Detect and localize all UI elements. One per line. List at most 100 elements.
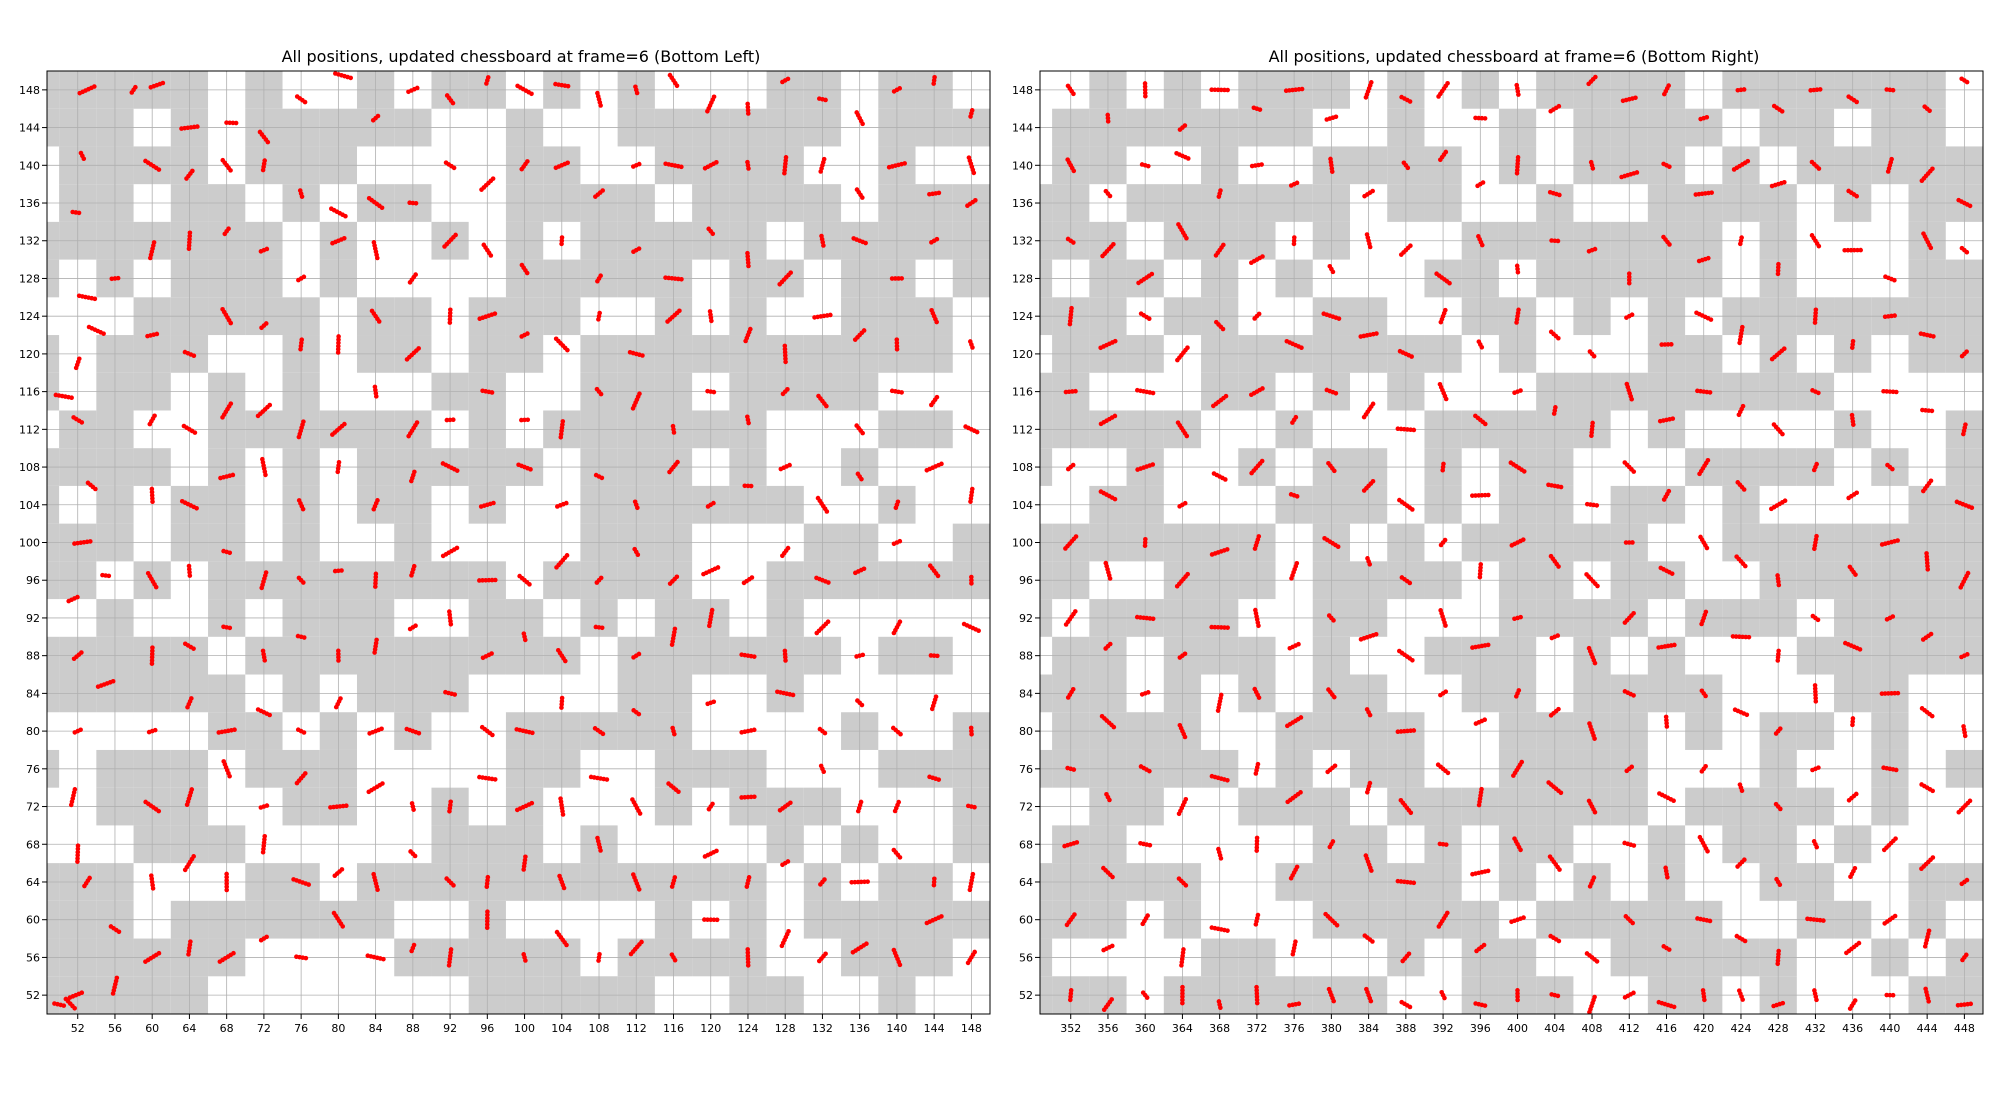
- data-point: [822, 730, 828, 736]
- data-point: [1073, 534, 1079, 539]
- data-point: [749, 575, 755, 580]
- data-point: [1816, 390, 1821, 396]
- data-point: [1555, 993, 1561, 999]
- data-point: [1100, 253, 1105, 259]
- data-point: [1813, 307, 1819, 313]
- data-point: [1662, 342, 1668, 347]
- data-point: [1854, 193, 1860, 199]
- data-point: [1739, 235, 1744, 240]
- data-point: [1098, 489, 1104, 494]
- data-point: [86, 324, 92, 330]
- data-point: [452, 692, 458, 697]
- data-point: [1109, 997, 1115, 1002]
- data-point: [1367, 712, 1373, 718]
- chart-title: All positions, updated chessboard at fra…: [1269, 47, 1760, 66]
- data-point: [1881, 765, 1886, 770]
- x-tick-label: 440: [1879, 1022, 1900, 1035]
- data-point: [1443, 396, 1449, 402]
- data-point: [665, 319, 670, 324]
- data-point: [1521, 469, 1527, 474]
- data-point: [968, 725, 974, 731]
- data-point: [517, 573, 522, 579]
- data-point: [1288, 492, 1294, 497]
- y-tick-label: 76: [26, 763, 40, 776]
- data-point: [1438, 157, 1443, 163]
- data-point: [373, 584, 378, 589]
- data-point: [969, 581, 974, 586]
- data-point: [411, 563, 417, 569]
- data-point: [1512, 390, 1517, 396]
- data-point: [483, 577, 489, 583]
- data-point: [1666, 83, 1671, 88]
- data-point: [1399, 575, 1405, 580]
- data-point: [488, 253, 494, 258]
- x-tick-label: 104: [551, 1022, 572, 1035]
- data-point: [553, 336, 559, 342]
- data-point: [897, 962, 903, 968]
- data-point: [1769, 183, 1775, 189]
- data-point: [335, 350, 341, 355]
- data-point: [821, 243, 826, 248]
- data-point: [636, 246, 642, 251]
- x-tick-label: 388: [1395, 1022, 1416, 1035]
- data-point: [333, 704, 339, 710]
- data-point: [1666, 488, 1672, 494]
- data-point: [1071, 767, 1077, 772]
- data-point: [1322, 536, 1327, 541]
- x-tick-label: 56: [108, 1022, 122, 1035]
- data-point: [1927, 108, 1932, 114]
- data-point: [1332, 763, 1338, 769]
- data-point: [143, 959, 148, 964]
- data-point: [1695, 388, 1700, 394]
- data-point: [824, 403, 829, 409]
- data-point: [1407, 99, 1413, 104]
- data-point: [1179, 963, 1184, 968]
- data-point: [1592, 809, 1598, 815]
- data-point: [1411, 427, 1417, 433]
- x-tick-label: 80: [331, 1022, 345, 1035]
- data-point: [560, 419, 566, 424]
- data-point: [702, 165, 708, 171]
- data-point: [1112, 338, 1118, 344]
- data-point: [1926, 999, 1931, 1004]
- data-point: [783, 155, 789, 160]
- data-point: [450, 417, 456, 423]
- y-tick-label: 68: [26, 838, 40, 851]
- data-point: [1742, 938, 1748, 944]
- chart-title: All positions, updated chessboard at fra…: [282, 47, 761, 66]
- y-tick-label: 124: [19, 310, 40, 323]
- data-point: [1071, 91, 1076, 97]
- data-point: [1103, 560, 1109, 566]
- data-point: [936, 777, 942, 782]
- chart-panel-bottom-left: All positions, updated chessboard at fra…: [19, 47, 991, 1035]
- data-point: [1670, 416, 1676, 421]
- data-point: [330, 432, 335, 437]
- data-point: [492, 311, 498, 316]
- y-tick-label: 112: [19, 423, 40, 436]
- data-point: [1893, 836, 1898, 841]
- data-point: [1703, 609, 1709, 615]
- data-point: [1584, 572, 1589, 577]
- x-tick-label: 132: [812, 1022, 833, 1035]
- data-point: [1182, 734, 1188, 740]
- x-tick-label: 384: [1358, 1022, 1379, 1035]
- x-tick-label: 432: [1805, 1022, 1826, 1035]
- x-tick-label: 76: [294, 1022, 308, 1035]
- data-point: [924, 467, 930, 473]
- data-point: [1515, 988, 1520, 993]
- data-point: [1442, 537, 1448, 543]
- y-tick-label: 96: [26, 574, 40, 587]
- data-point: [604, 777, 610, 782]
- data-point: [1699, 688, 1705, 694]
- data-point: [186, 246, 192, 252]
- data-point: [1147, 768, 1152, 774]
- data-point: [636, 161, 642, 167]
- data-point: [745, 250, 750, 256]
- y-tick-label: 52: [1019, 989, 1033, 1002]
- data-point: [1326, 687, 1331, 692]
- data-point: [1257, 107, 1263, 112]
- data-point: [1964, 652, 1970, 657]
- data-point: [1558, 790, 1564, 796]
- data-point: [1180, 984, 1185, 990]
- data-point: [1482, 421, 1488, 427]
